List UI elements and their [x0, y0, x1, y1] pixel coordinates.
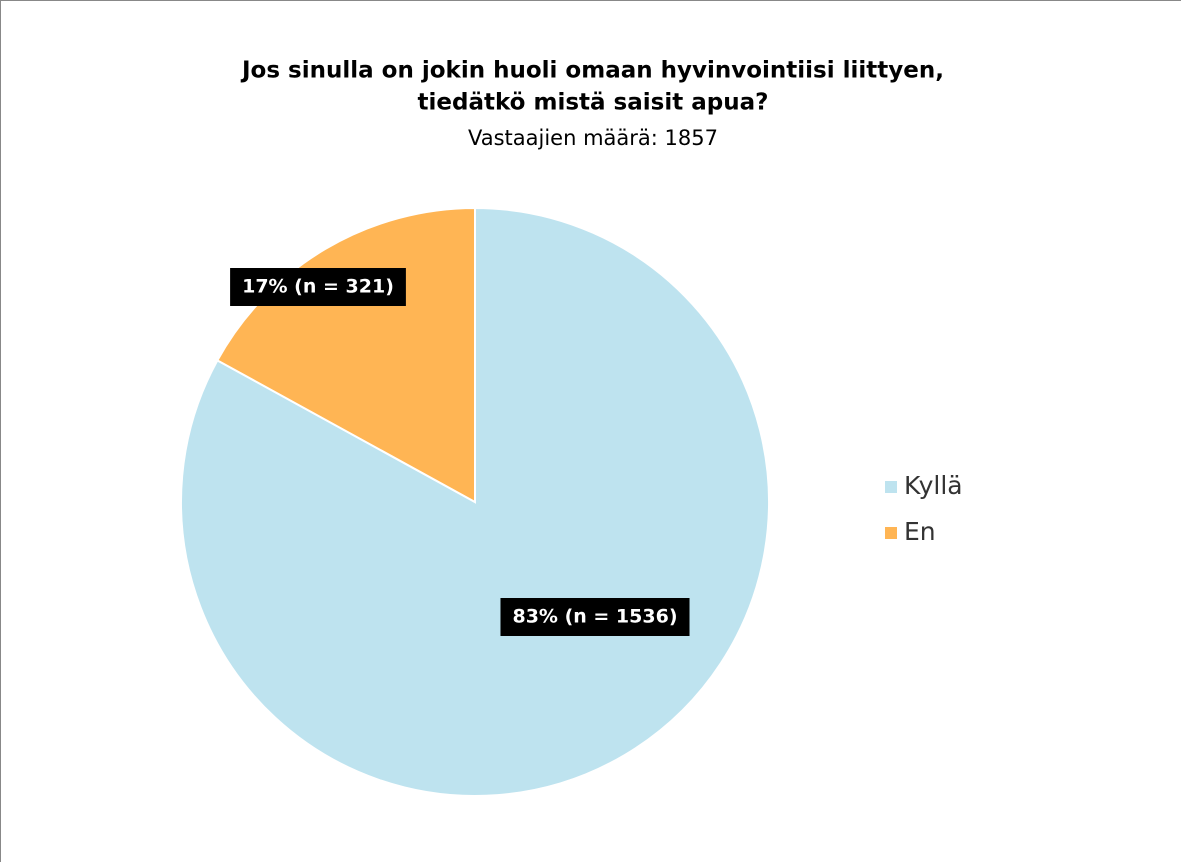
chart-title: tiedätkö mistä saisit apua? — [418, 90, 769, 116]
data-label-box — [230, 268, 406, 306]
chart-subtitle: Vastaajien määrä: 1857 — [468, 126, 718, 150]
legend-label: En — [904, 517, 936, 546]
legend-label: Kyllä — [904, 471, 963, 500]
data-label: 83% (n = 1536) — [512, 606, 677, 628]
legend-swatch — [885, 527, 897, 539]
chart-title: Jos sinulla on jokin huoli omaan hyvinvo… — [240, 58, 944, 84]
data-label: 17% (n = 321) — [242, 276, 394, 298]
legend-swatch — [885, 481, 897, 493]
data-label-box — [500, 598, 690, 636]
